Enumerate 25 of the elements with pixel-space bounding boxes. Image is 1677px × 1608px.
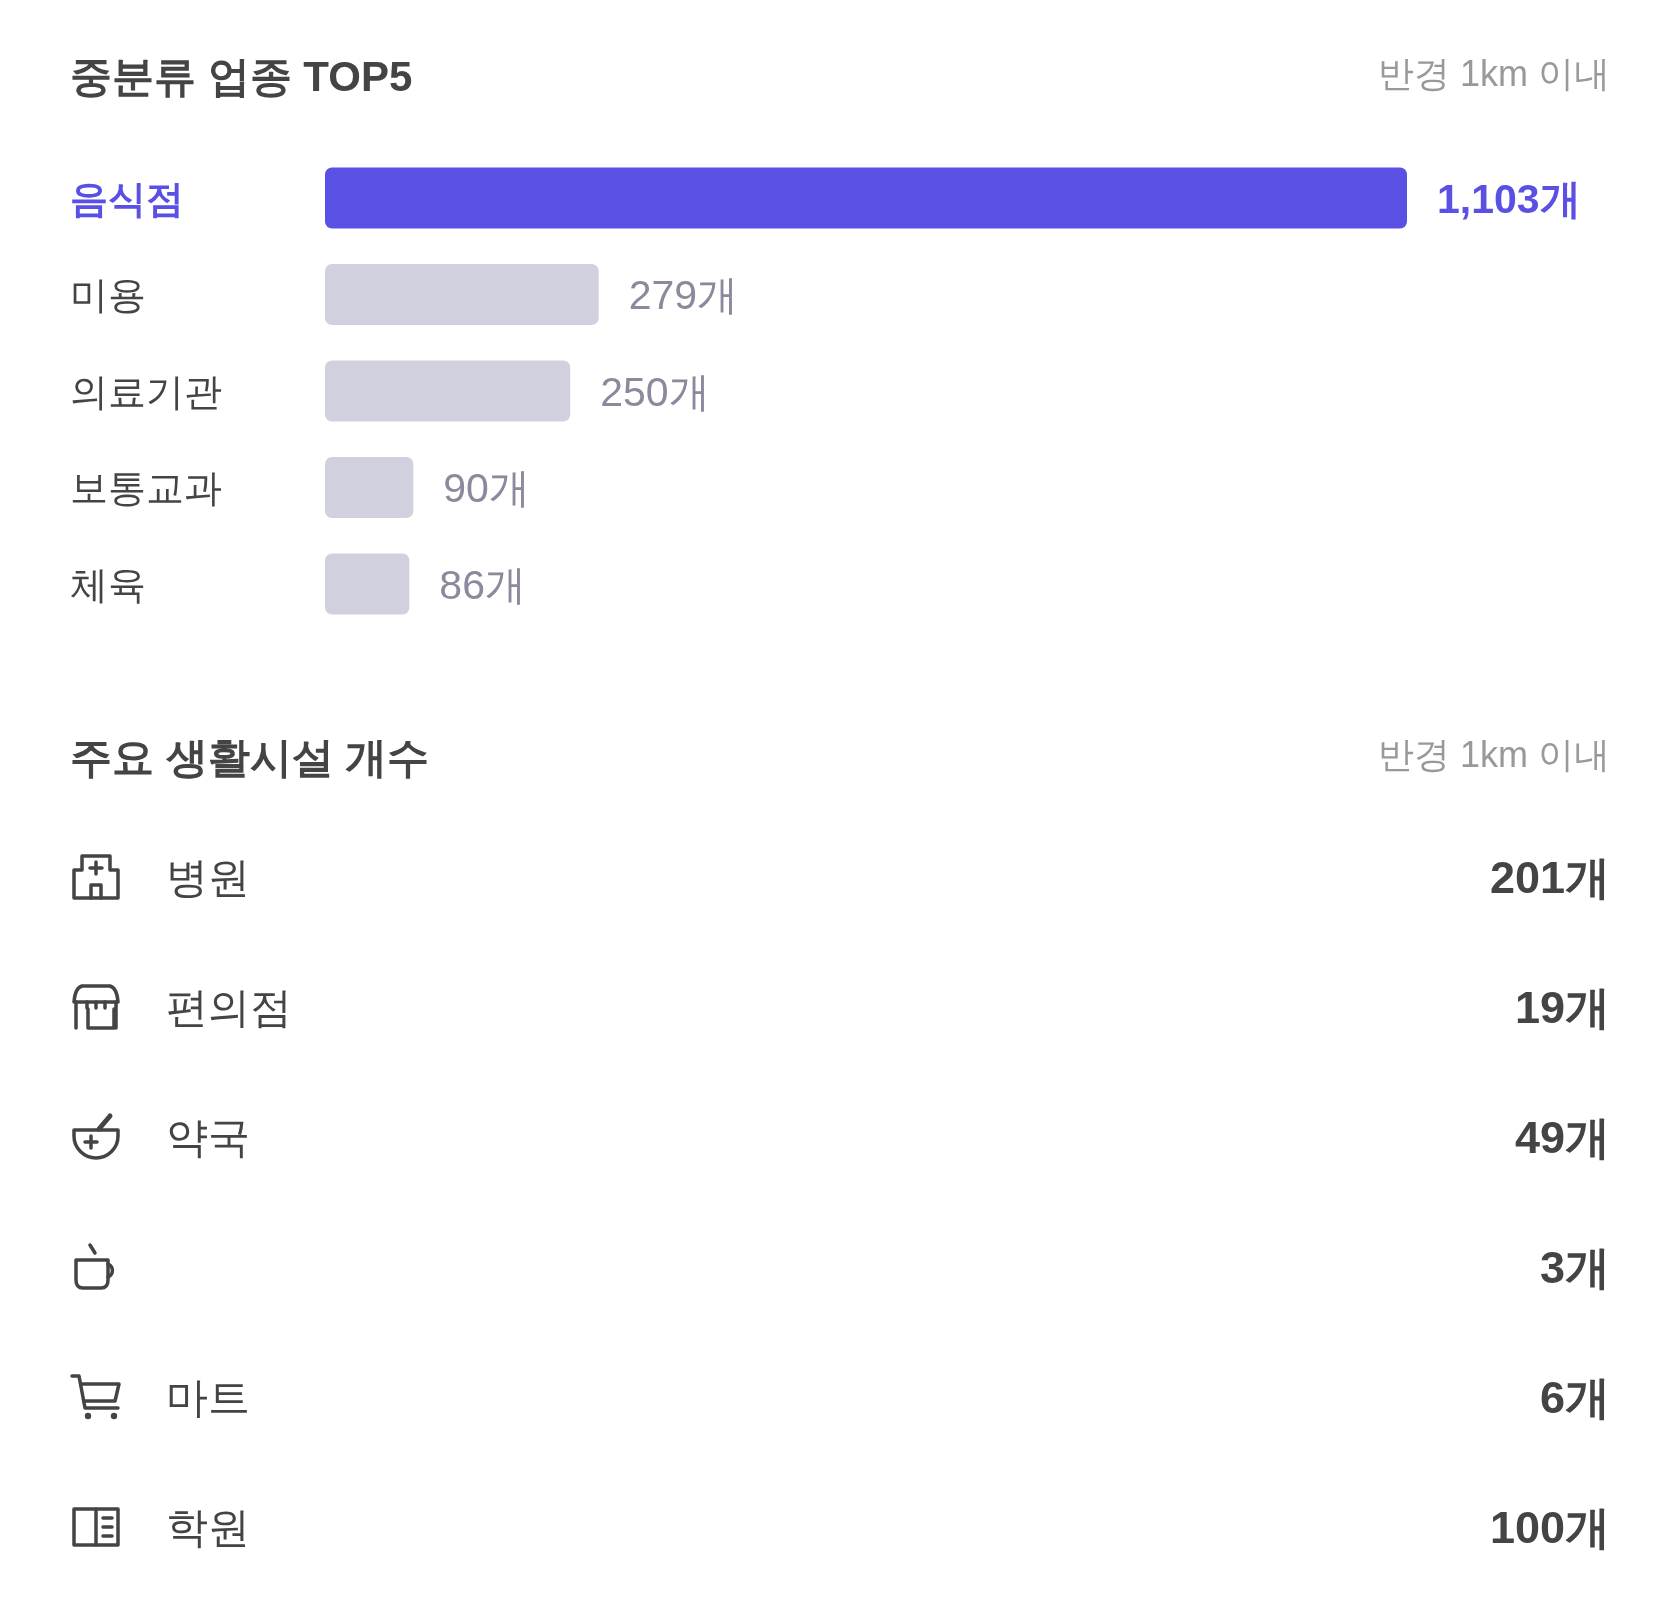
category: 음식점: [70, 177, 184, 220]
category: 의료기관: [70, 370, 222, 413]
value-label: 201개: [1489, 852, 1610, 904]
category: 학원: [166, 1504, 250, 1552]
category: 병원: [166, 854, 250, 902]
subtitle: 반경 1km 이내: [1378, 733, 1610, 775]
value-label: 90개: [443, 465, 530, 512]
value-label: 1,103개: [1437, 175, 1581, 222]
value-label: 3개: [1539, 1242, 1610, 1294]
value-label: 6개: [1539, 1372, 1610, 1424]
title: 중분류 업종 TOP5: [70, 53, 413, 101]
category: 편의점: [166, 984, 292, 1032]
value-label: 250개: [600, 368, 710, 415]
value-label: 100개: [1489, 1502, 1610, 1554]
value-label: 19개: [1514, 982, 1610, 1034]
category: 체육: [70, 563, 146, 606]
value-label: 279개: [628, 272, 739, 319]
category: 미용: [70, 274, 146, 317]
category: 약국: [166, 1114, 250, 1162]
value-label: 86개: [439, 561, 526, 608]
category: 보통교과: [70, 467, 222, 510]
value-label: 49개: [1514, 1112, 1610, 1164]
category: 마트: [166, 1374, 250, 1422]
subtitle: 반경 1km 이내: [1378, 52, 1610, 94]
title: 주요 생활시설 개수: [70, 734, 430, 782]
